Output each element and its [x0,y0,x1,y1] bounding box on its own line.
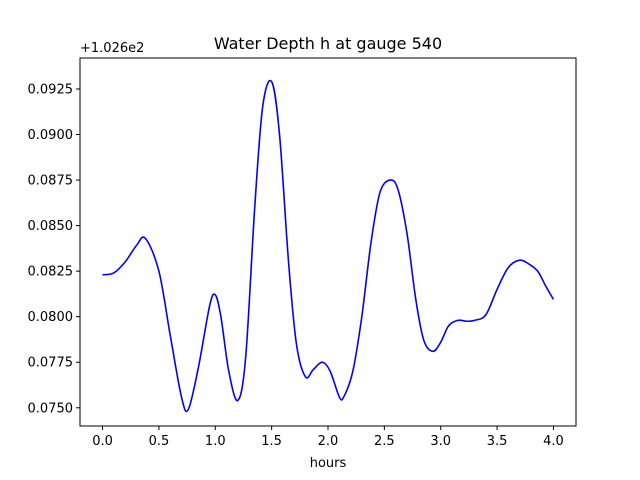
y-tick-label: 0.0800 [28,310,74,325]
y-tick-label: 0.0850 [28,219,74,234]
y-tick-label: 0.0750 [28,401,74,416]
y-tick-label: 0.0900 [28,128,74,143]
x-tick-label: 1.5 [261,434,282,449]
x-tick-label: 2.5 [374,434,395,449]
y-tick-label: 0.0875 [28,174,74,189]
y-tick-label: 0.0775 [28,356,74,371]
plot-area: 0.0 0.5 1.0 1.5 2.0 2.5 3.0 3.5 4.0 0.0750 0.0775 0… [28,57,577,449]
x-tick-label: 1.0 [205,434,226,449]
series-line-0 [102,79,555,413]
x-tick-label: 0.0 [92,434,113,449]
chart-title: Water Depth h at gauge 540 [214,34,442,53]
x-tick-label: 3.0 [430,434,451,449]
plot-frame [79,57,577,427]
x-tick-label: 3.5 [487,434,508,449]
x-tick-label: 2.0 [318,434,339,449]
x-tick-label: 4.0 [543,434,564,449]
x-axis-label: hours [310,456,347,471]
y-axis-offset-label: +1.026e2 [80,41,144,56]
y-tick-label: 0.0925 [28,82,74,97]
y-tick-label: 0.0825 [28,265,74,280]
x-tick-label: 0.5 [149,434,170,449]
